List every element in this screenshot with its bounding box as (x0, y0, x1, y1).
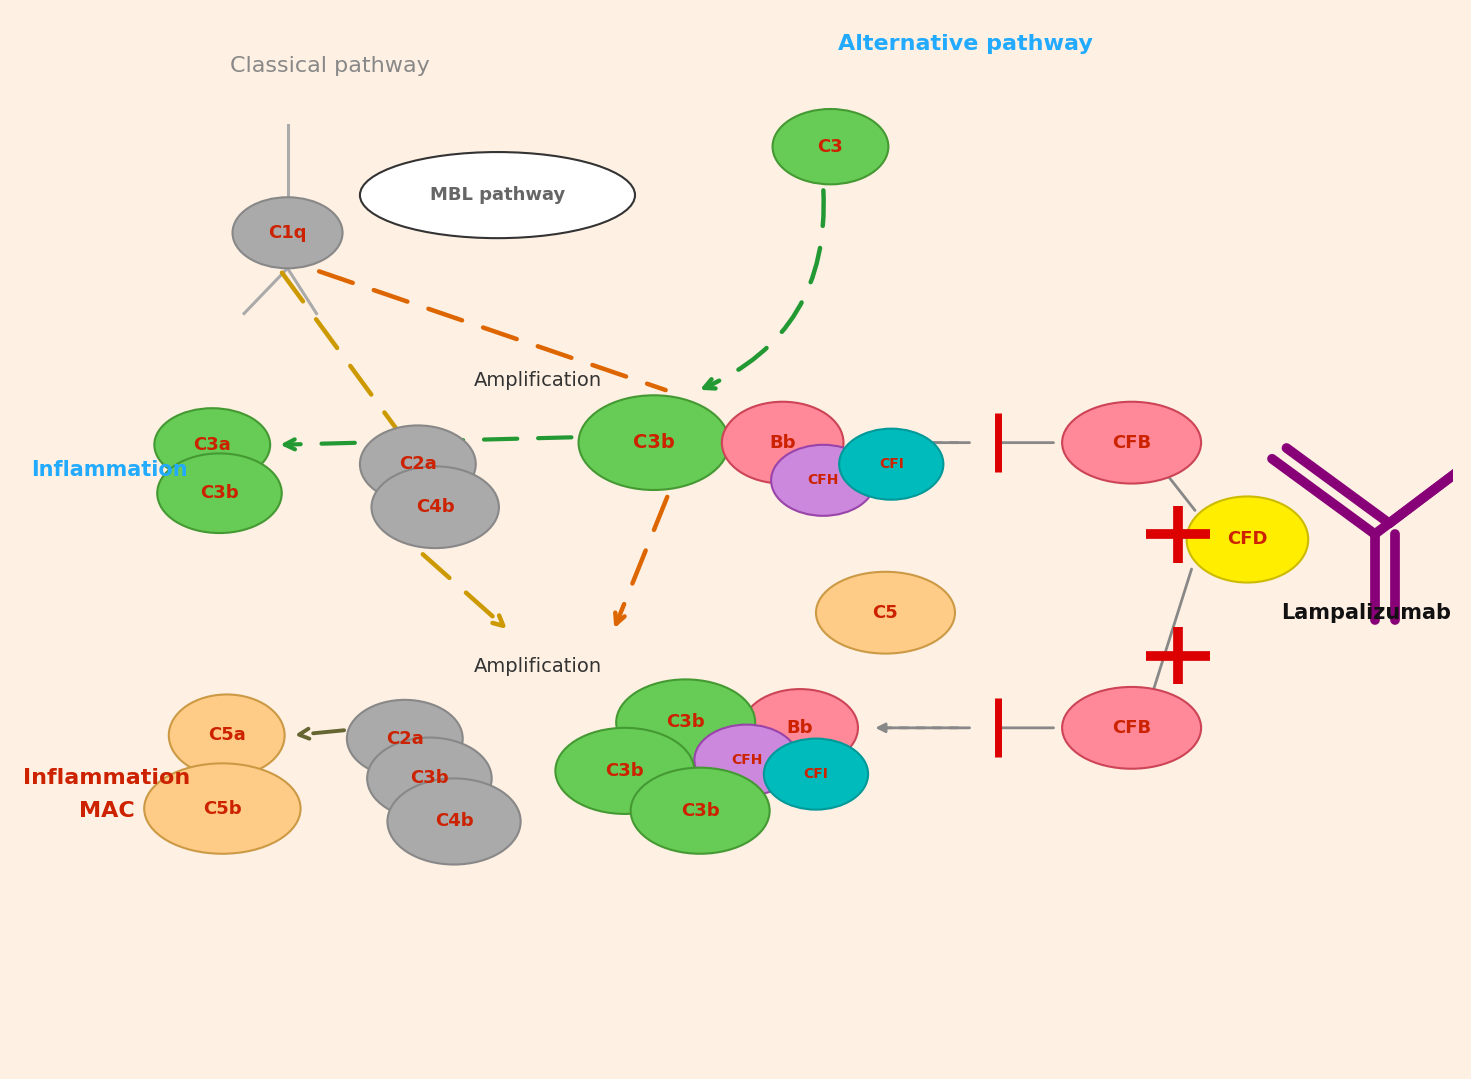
Ellipse shape (360, 425, 475, 503)
Text: C2a: C2a (399, 455, 437, 474)
Text: C4b: C4b (435, 812, 474, 831)
Text: C3: C3 (818, 138, 843, 155)
Ellipse shape (1187, 496, 1308, 583)
Ellipse shape (722, 401, 843, 483)
Text: C3b: C3b (681, 802, 719, 820)
Ellipse shape (154, 408, 271, 481)
Text: CFB: CFB (1112, 434, 1152, 452)
Ellipse shape (387, 778, 521, 864)
Text: C5b: C5b (203, 800, 241, 818)
Text: MAC: MAC (78, 801, 134, 821)
Text: Classical pathway: Classical pathway (229, 56, 430, 76)
Text: Amplification: Amplification (474, 657, 602, 677)
Text: C1q: C1q (268, 223, 307, 242)
Ellipse shape (232, 197, 343, 269)
Ellipse shape (347, 700, 463, 777)
Text: C4b: C4b (416, 498, 455, 516)
Ellipse shape (372, 466, 499, 548)
Ellipse shape (578, 395, 730, 490)
Text: C5a: C5a (207, 726, 246, 745)
Text: MBL pathway: MBL pathway (430, 186, 565, 204)
Ellipse shape (169, 695, 284, 776)
Text: Alternative pathway: Alternative pathway (837, 35, 1093, 54)
Text: C3a: C3a (193, 436, 231, 454)
Text: CFD: CFD (1227, 531, 1268, 548)
Text: Amplification: Amplification (474, 371, 602, 390)
Text: CFI: CFI (803, 767, 828, 781)
Ellipse shape (157, 453, 282, 533)
Text: C3b: C3b (200, 484, 238, 502)
Ellipse shape (743, 689, 858, 766)
Text: C3b: C3b (606, 762, 644, 780)
Ellipse shape (1062, 401, 1202, 483)
Ellipse shape (771, 445, 875, 516)
Text: C5: C5 (872, 603, 899, 622)
Ellipse shape (616, 680, 755, 765)
Ellipse shape (1062, 687, 1202, 768)
Text: C3b: C3b (410, 769, 449, 788)
Text: CFI: CFI (878, 457, 903, 472)
Ellipse shape (763, 739, 868, 809)
Text: C2a: C2a (385, 729, 424, 748)
Text: C3b: C3b (666, 713, 705, 732)
Text: Bb: Bb (769, 434, 796, 452)
Ellipse shape (838, 428, 943, 500)
Ellipse shape (694, 725, 799, 795)
Ellipse shape (772, 109, 888, 185)
Text: Lampalizumab: Lampalizumab (1281, 603, 1452, 623)
Ellipse shape (556, 728, 694, 814)
Text: C3b: C3b (633, 433, 675, 452)
Text: CFH: CFH (808, 474, 838, 488)
Ellipse shape (360, 152, 635, 238)
Ellipse shape (631, 767, 769, 853)
Text: CFH: CFH (731, 753, 762, 767)
Text: Bb: Bb (787, 719, 813, 737)
Text: CFB: CFB (1112, 719, 1152, 737)
Text: Inflammation: Inflammation (31, 460, 188, 479)
Ellipse shape (816, 572, 955, 654)
Ellipse shape (368, 738, 491, 819)
Text: Inflammation: Inflammation (24, 768, 190, 789)
Ellipse shape (144, 763, 300, 853)
